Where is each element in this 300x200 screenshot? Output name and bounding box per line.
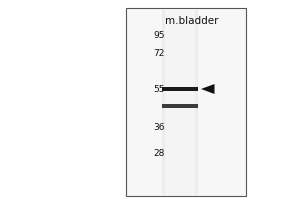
Text: 36: 36 <box>154 123 165 132</box>
FancyBboxPatch shape <box>162 87 198 91</box>
FancyBboxPatch shape <box>162 9 198 195</box>
FancyBboxPatch shape <box>162 104 198 108</box>
Text: 55: 55 <box>154 85 165 94</box>
Text: m.bladder: m.bladder <box>165 16 219 26</box>
Polygon shape <box>201 84 214 94</box>
Text: 95: 95 <box>154 31 165 40</box>
FancyBboxPatch shape <box>126 8 246 196</box>
FancyBboxPatch shape <box>165 9 195 195</box>
Text: 28: 28 <box>154 150 165 158</box>
Text: 72: 72 <box>154 49 165 58</box>
